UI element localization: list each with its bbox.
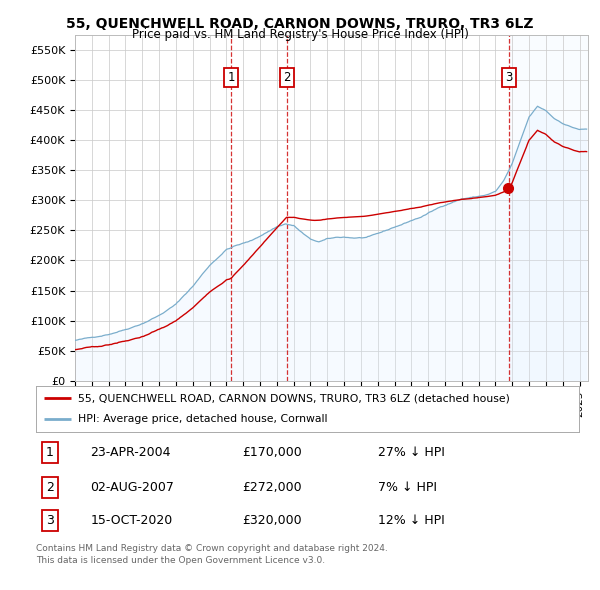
- Text: 27% ↓ HPI: 27% ↓ HPI: [378, 446, 445, 459]
- Text: 2: 2: [46, 481, 53, 494]
- Text: 7% ↓ HPI: 7% ↓ HPI: [378, 481, 437, 494]
- Text: This data is licensed under the Open Government Licence v3.0.: This data is licensed under the Open Gov…: [36, 556, 325, 565]
- Text: £170,000: £170,000: [242, 446, 302, 459]
- Text: £272,000: £272,000: [242, 481, 302, 494]
- Text: 55, QUENCHWELL ROAD, CARNON DOWNS, TRURO, TR3 6LZ: 55, QUENCHWELL ROAD, CARNON DOWNS, TRURO…: [66, 17, 534, 31]
- Text: Contains HM Land Registry data © Crown copyright and database right 2024.: Contains HM Land Registry data © Crown c…: [36, 544, 388, 553]
- Text: 02-AUG-2007: 02-AUG-2007: [91, 481, 174, 494]
- Text: 15-OCT-2020: 15-OCT-2020: [91, 514, 173, 527]
- Text: 23-APR-2004: 23-APR-2004: [91, 446, 171, 459]
- Text: £320,000: £320,000: [242, 514, 302, 527]
- Bar: [509, 35, 588, 381]
- Text: HPI: Average price, detached house, Cornwall: HPI: Average price, detached house, Corn…: [79, 414, 328, 424]
- Text: 3: 3: [46, 514, 53, 527]
- Text: 3: 3: [505, 71, 512, 84]
- Text: Price paid vs. HM Land Registry's House Price Index (HPI): Price paid vs. HM Land Registry's House …: [131, 28, 469, 41]
- Text: 1: 1: [46, 446, 53, 459]
- Text: 12% ↓ HPI: 12% ↓ HPI: [378, 514, 445, 527]
- Text: 2: 2: [283, 71, 290, 84]
- Text: 1: 1: [227, 71, 235, 84]
- Text: 55, QUENCHWELL ROAD, CARNON DOWNS, TRURO, TR3 6LZ (detached house): 55, QUENCHWELL ROAD, CARNON DOWNS, TRURO…: [79, 394, 510, 404]
